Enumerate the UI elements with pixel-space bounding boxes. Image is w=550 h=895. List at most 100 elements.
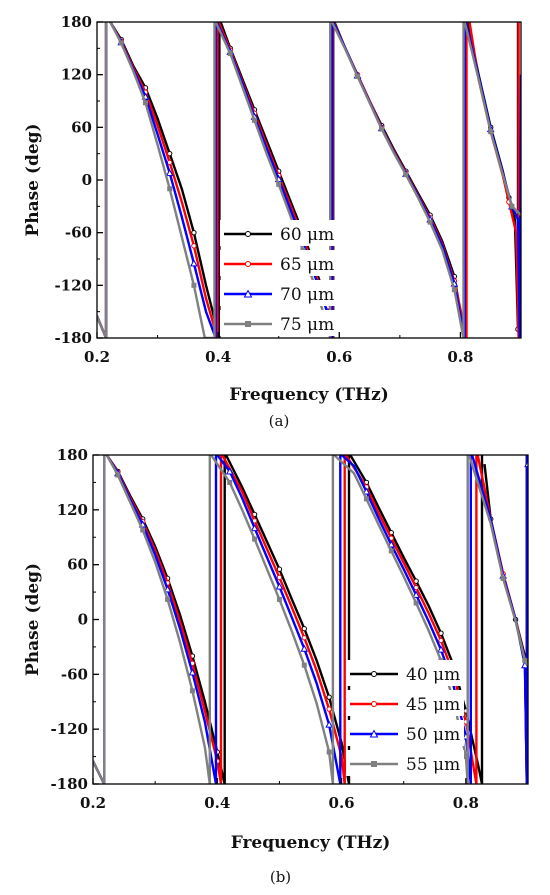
series-55-um xyxy=(93,455,528,784)
data-point xyxy=(251,117,257,123)
legend-label: 65 μm xyxy=(280,255,334,275)
series-75-um xyxy=(97,22,521,338)
data-point xyxy=(388,548,394,554)
data-point xyxy=(191,229,197,236)
data-point xyxy=(363,496,369,502)
series-50-um xyxy=(93,455,528,784)
data-point xyxy=(326,749,332,755)
data-point xyxy=(412,590,420,598)
data-point xyxy=(115,472,121,478)
y-tick-label: -120 xyxy=(50,720,88,738)
data-point xyxy=(301,625,307,632)
x-tick-label: 0.2 xyxy=(80,794,106,812)
data-point xyxy=(301,635,307,641)
data-point xyxy=(413,600,419,606)
data-point xyxy=(301,662,307,668)
y-tick-label: 180 xyxy=(61,13,92,31)
data-point xyxy=(354,73,360,79)
legend: 40 μm 45 μm 50 μm 55 μm xyxy=(346,660,464,776)
data-point xyxy=(252,536,258,542)
legend-label: 45 μm xyxy=(406,695,460,715)
data-point xyxy=(276,596,282,602)
x-axis-label: Frequency (THz) xyxy=(231,833,391,853)
data-point xyxy=(326,694,332,700)
legend-label: 70 μm xyxy=(280,285,334,305)
data-point xyxy=(167,186,173,192)
data-point xyxy=(300,644,309,652)
legend-marker xyxy=(371,701,377,707)
data-point xyxy=(325,720,333,728)
data-point xyxy=(403,172,409,178)
legend-marker xyxy=(245,261,251,267)
data-point xyxy=(451,287,457,293)
data-point xyxy=(163,585,172,593)
data-point xyxy=(227,51,233,57)
data-point xyxy=(189,688,195,694)
x-tick-label: 0.2 xyxy=(84,348,110,366)
data-point xyxy=(276,181,282,187)
y-tick-label: -120 xyxy=(54,276,92,294)
x-tick-label: 0.8 xyxy=(453,794,479,812)
data-point xyxy=(276,574,283,581)
data-point xyxy=(190,259,198,267)
y-tick-label: -60 xyxy=(65,224,92,242)
data-point xyxy=(225,467,234,475)
legend-marker xyxy=(245,231,251,237)
y-tick-label: 120 xyxy=(61,66,92,84)
y-tick-label: 120 xyxy=(57,501,88,519)
y-tick-label: 60 xyxy=(71,118,92,136)
data-point xyxy=(188,668,197,676)
y-axis-label: Phase (deg) xyxy=(23,123,43,236)
x-tick-label: 0.4 xyxy=(205,348,231,366)
data-point xyxy=(379,126,385,132)
legend-marker xyxy=(245,321,251,327)
y-axis-label: Phase (deg) xyxy=(23,563,43,676)
y-tick-label: -180 xyxy=(54,329,92,347)
data-point xyxy=(275,582,284,590)
panel-label: (b) xyxy=(270,868,291,886)
data-point xyxy=(166,159,173,166)
chart-panel-b: 0.2 0.4 0.6 0.8 -180 -120 -60 0 60 120 180 Frequenc… xyxy=(23,446,529,886)
legend-label: 60 μm xyxy=(280,225,334,245)
data-point xyxy=(165,168,174,176)
legend-marker xyxy=(371,761,377,767)
data-point xyxy=(438,637,444,644)
data-point xyxy=(362,487,371,495)
x-axis-label: Frequency (THz) xyxy=(229,385,389,405)
x-tick-label: 0.6 xyxy=(326,348,352,366)
chart-panel-a: 0.2 0.4 0.6 0.8 -180 -120 -60 0 60 120 180 Frequenc… xyxy=(23,13,522,430)
data-point xyxy=(524,460,528,468)
data-point xyxy=(463,754,469,760)
panel-label: (a) xyxy=(269,412,290,430)
x-tick-label: 0.8 xyxy=(447,348,473,366)
data-point xyxy=(250,524,259,532)
data-point xyxy=(191,243,197,249)
data-point xyxy=(142,100,148,106)
legend-marker xyxy=(369,729,379,738)
legend-label: 50 μm xyxy=(406,725,460,745)
y-tick-label: 0 xyxy=(82,171,92,189)
data-point xyxy=(427,219,433,225)
data-point xyxy=(488,129,494,135)
data-point xyxy=(413,584,419,591)
data-point xyxy=(509,203,515,209)
data-point xyxy=(165,596,171,602)
legend-label: 75 μm xyxy=(280,315,334,335)
x-tick-label: 0.4 xyxy=(204,794,230,812)
data-point xyxy=(500,575,506,581)
data-point xyxy=(227,479,233,485)
legend-label: 55 μm xyxy=(406,755,460,775)
legend-marker xyxy=(243,289,253,298)
legend: 60 μm 65 μm 70 μm 75 μm xyxy=(220,220,338,336)
y-tick-label: 60 xyxy=(67,556,88,574)
legend-label: 40 μm xyxy=(406,665,460,685)
data-point xyxy=(276,566,283,572)
data-point xyxy=(118,40,124,46)
legend-marker xyxy=(371,671,377,677)
data-point xyxy=(140,527,146,533)
data-point xyxy=(437,645,445,653)
y-tick-label: 0 xyxy=(78,611,88,629)
y-tick-label: -180 xyxy=(50,775,88,793)
data-point xyxy=(522,658,528,664)
